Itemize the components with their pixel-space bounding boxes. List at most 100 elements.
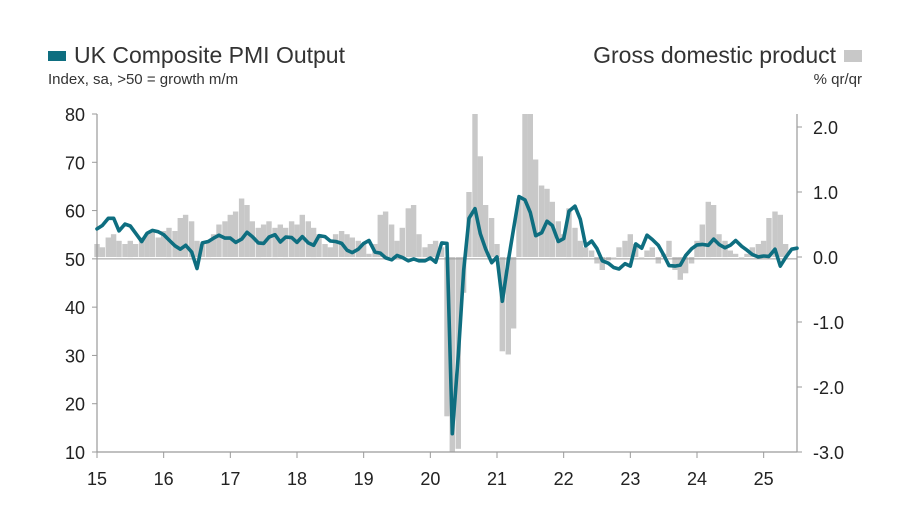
gdp-bar (410, 205, 417, 257)
gdp-bar (688, 257, 695, 264)
gdp-bar (527, 114, 533, 257)
gdp-bar (149, 231, 155, 257)
gdp-bar (566, 208, 572, 258)
x-tick-label: 17 (220, 469, 240, 489)
gdp-bar (766, 218, 772, 257)
x-tick-label: 20 (420, 469, 440, 489)
x-tick-label: 23 (620, 469, 640, 489)
gdp-bar (394, 240, 400, 258)
gdp-bar (138, 237, 145, 257)
gdp-bar (666, 240, 672, 258)
gdp-bar (749, 247, 755, 257)
x-tick-label: 19 (354, 469, 374, 489)
gdp-bar (177, 218, 183, 257)
gdp-bar (560, 234, 567, 257)
gdp-bar (582, 247, 589, 257)
gdp-bar (327, 247, 333, 257)
left-tick-label: 50 (65, 250, 85, 270)
pmi-line (95, 194, 799, 436)
gdp-bar (144, 234, 150, 257)
gdp-bar (188, 221, 195, 257)
left-tick-label: 40 (65, 298, 85, 318)
gdp-bar (422, 247, 428, 257)
gdp-bar (416, 234, 422, 257)
gdp-legend-swatch (844, 49, 862, 62)
gdp-bar (122, 244, 128, 257)
gdp-bar (382, 211, 389, 257)
tick-labels: 80 70 60 50 40 30 20 10 2.0 1.0 0.0 -1.0 -2.0 -3.0 15 1… (65, 105, 844, 489)
gdp-bar (682, 257, 689, 274)
gdp-bar (532, 159, 539, 257)
gdp-bar (160, 231, 167, 257)
gdp-bar (388, 224, 395, 257)
x-tick-label: 24 (687, 469, 707, 489)
gdp-bar (377, 214, 383, 257)
pmi-legend-swatch (48, 50, 66, 61)
gdp-bar (110, 234, 117, 257)
gdp-bar (694, 240, 700, 258)
gdp-bar (732, 253, 739, 257)
gdp-bar (677, 257, 683, 280)
pmi-legend-label: UK Composite PMI Output (74, 42, 345, 68)
left-tick-label: 20 (65, 395, 85, 415)
gdp-bar (782, 244, 789, 257)
left-tick-label: 80 (65, 105, 85, 125)
x-tick-label: 22 (554, 469, 574, 489)
gdp-bar (205, 240, 211, 258)
gdp-bar (644, 250, 650, 257)
pmi-line-layer (95, 194, 799, 436)
gdp-bar (499, 257, 505, 352)
gdp-bar (182, 214, 189, 257)
gdp-bar (366, 253, 372, 257)
gdp-bar (655, 257, 661, 264)
gdp-bar (727, 250, 733, 257)
gdp-bar (238, 198, 245, 257)
x-tick-label: 15 (87, 469, 107, 489)
gdp-bar (638, 257, 645, 258)
left-tick-label: 10 (65, 443, 85, 463)
pmi-units-label: Index, sa, >50 = growth m/m (48, 71, 239, 88)
gdp-bar (155, 237, 161, 257)
legend-gdp: Gross domestic product (593, 42, 862, 69)
gdp-bar (305, 221, 311, 257)
gdp-bar (427, 244, 433, 257)
gdp-bar (488, 218, 495, 257)
right-tick-label: 1.0 (813, 183, 838, 203)
left-tick-label: 70 (65, 153, 85, 173)
left-tick-label: 30 (65, 346, 85, 366)
gdp-bar (744, 253, 750, 257)
gdp-bar (444, 257, 450, 417)
gdp-bar (777, 214, 783, 257)
gdp-bar (755, 244, 761, 257)
gdp-bar (127, 240, 133, 258)
gdp-bar (594, 257, 600, 264)
right-tick-label: -3.0 (813, 443, 844, 463)
gdp-bar (405, 208, 411, 258)
gdp-bar (272, 227, 278, 258)
gdp-legend-label: Gross domestic product (593, 42, 836, 68)
gdp-bar (616, 247, 622, 257)
gdp-bar (482, 205, 489, 257)
gdp-bar (360, 244, 367, 257)
gdp-bar (494, 244, 500, 257)
right-tick-label: -2.0 (813, 378, 844, 398)
gdp-bar (477, 156, 483, 257)
gdp-bar (322, 244, 328, 257)
right-tick-label: -1.0 (813, 313, 844, 333)
gdp-bar (522, 114, 528, 257)
gdp-bar (510, 257, 517, 329)
x-tick-label: 25 (754, 469, 774, 489)
right-tick-label: 2.0 (813, 118, 838, 138)
gdp-bar (577, 240, 583, 258)
x-tick-label: 16 (154, 469, 174, 489)
legend-pmi: UK Composite PMI Output (48, 42, 345, 69)
x-tick-label: 18 (287, 469, 307, 489)
gdp-units-label: % qr/qr (813, 71, 862, 88)
gdp-bar (116, 240, 122, 258)
gdp-bar (105, 237, 111, 257)
gdp-bar (538, 185, 545, 257)
gdp-bar (449, 257, 455, 452)
gdp-bar (99, 247, 105, 257)
gdp-bar (705, 201, 711, 258)
gdp-bar (216, 224, 222, 257)
